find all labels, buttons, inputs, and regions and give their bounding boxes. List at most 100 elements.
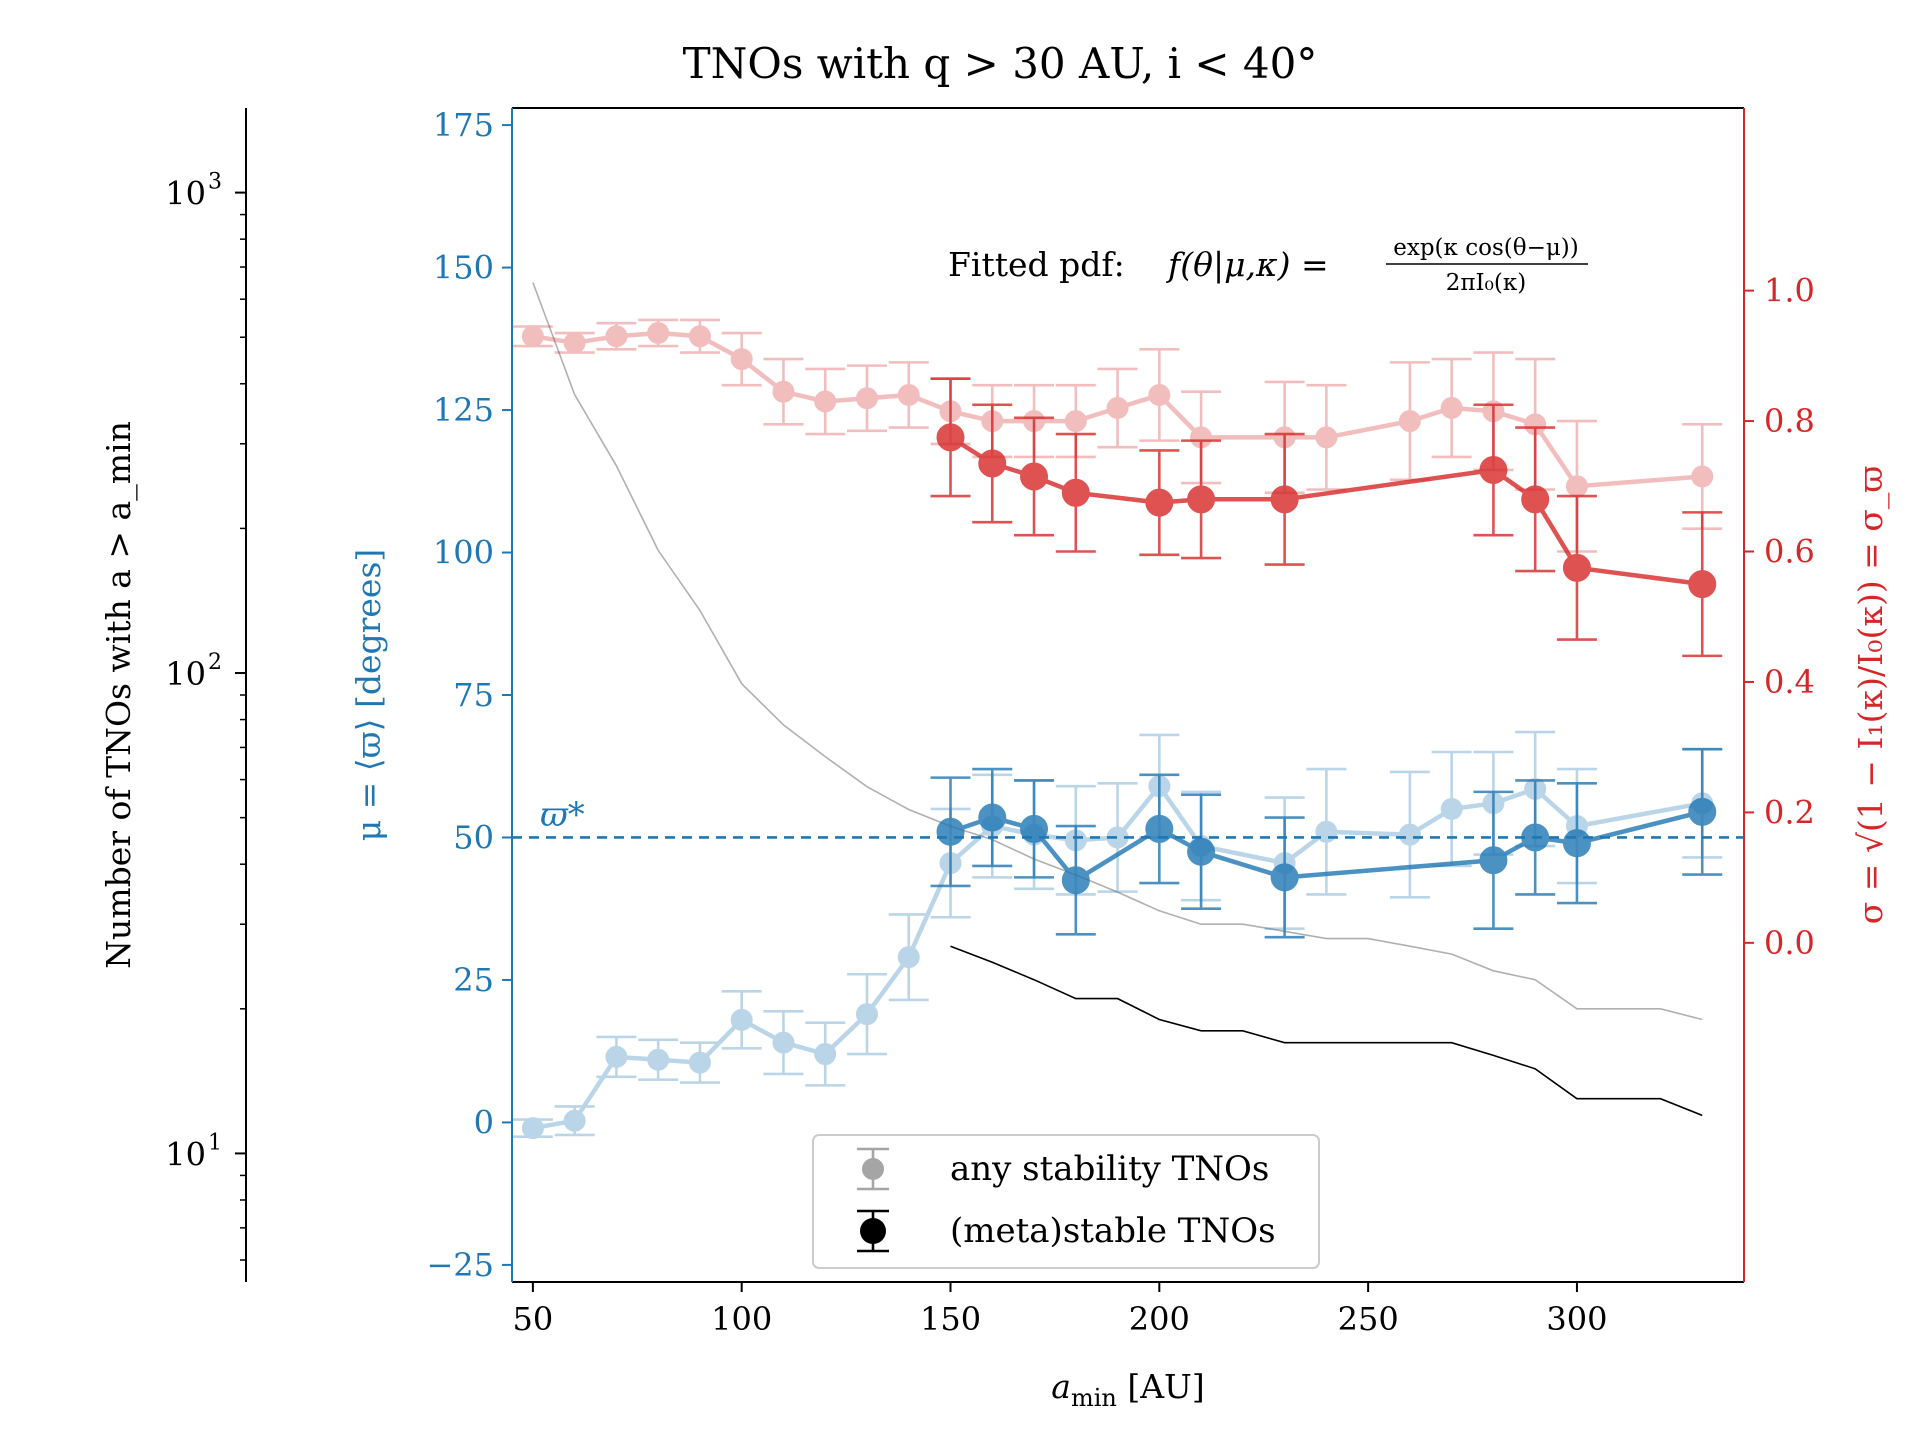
data-point	[605, 1045, 628, 1068]
count-line-any-stability	[532, 282, 1703, 1021]
sigma-tick-label: 0.2	[1764, 793, 1815, 831]
data-point	[1562, 553, 1591, 582]
x-tick-label: 250	[1338, 1300, 1399, 1338]
varpi-star-label: ϖ*	[540, 795, 585, 835]
sigma-axis-label: σ = √(1 − I₁(κ)/I₀(κ)) = σ_ϖ	[1851, 466, 1891, 925]
x-axis-label-unit: [AU]	[1117, 1367, 1205, 1406]
data-point	[730, 348, 753, 371]
data-point	[1145, 814, 1174, 843]
x-tick-label: 50	[513, 1300, 554, 1338]
data-point	[1688, 570, 1717, 599]
legend-marker-stable	[857, 1209, 889, 1253]
series-mu-any	[512, 730, 1723, 1140]
counts-tick-exponent: 1	[208, 1130, 222, 1155]
pdf-prefix: Fitted pdf:	[948, 245, 1125, 284]
data-point	[1398, 410, 1421, 433]
data-point	[772, 380, 795, 403]
x-tick-label: 300	[1546, 1300, 1607, 1338]
mu-tick-label: 175	[433, 106, 494, 144]
counts-tick-label: 10	[165, 655, 206, 693]
data-point	[1479, 455, 1508, 484]
data-point	[1270, 863, 1299, 892]
mu-tick-label: 50	[453, 818, 494, 856]
data-point	[1691, 465, 1714, 488]
legend-label: (meta)stable TNOs	[950, 1211, 1276, 1251]
count-lines-layer	[532, 282, 1703, 1117]
counts-tick-label: 10	[165, 175, 206, 213]
sigma-tick-label: 0.0	[1764, 924, 1815, 962]
x-tick-label: 200	[1129, 1300, 1190, 1338]
data-point	[1521, 823, 1550, 852]
pdf-numerator: exp(κ cos(θ−μ))	[1393, 235, 1578, 261]
data-point	[1565, 475, 1588, 498]
series-mu-stable	[930, 747, 1723, 939]
data-point	[978, 803, 1007, 832]
data-point	[730, 1008, 753, 1031]
pdf-denominator: 2πI₀(κ)	[1446, 270, 1526, 296]
sigma-tick-label: 0.4	[1764, 663, 1815, 701]
legend-dot	[862, 1158, 884, 1180]
data-point	[978, 449, 1007, 478]
data-point	[1148, 383, 1171, 406]
data-point	[1270, 485, 1299, 514]
series-sigma-any	[512, 318, 1723, 553]
sigma-tick-label: 0.6	[1764, 533, 1815, 571]
data-point	[1145, 488, 1174, 517]
pdf-annotation: Fitted pdf: f(θ|μ,κ) = exp(κ cos(θ−μ)) 2…	[948, 235, 1588, 296]
data-point	[688, 325, 711, 348]
data-point	[897, 946, 920, 969]
legend-label: any stability TNOs	[950, 1149, 1269, 1189]
mu-tick-label: 125	[433, 391, 494, 429]
data-point	[814, 390, 837, 413]
data-point	[521, 1117, 544, 1140]
data-point	[563, 1109, 586, 1132]
sigma-tick-label: 1.0	[1764, 272, 1815, 310]
x-axis-label-sub: min	[1071, 1384, 1117, 1412]
counts-axis-label: Number of TNOs with a > a_min	[99, 421, 139, 969]
legend: any stability TNOs (meta)stable TNOs	[812, 1134, 1320, 1269]
data-point	[1061, 478, 1090, 507]
data-point	[1315, 820, 1338, 843]
data-point	[1440, 797, 1463, 820]
data-point	[1061, 866, 1090, 895]
data-point	[647, 322, 670, 345]
data-point	[1688, 797, 1717, 826]
data-point	[936, 423, 965, 452]
legend-dot	[860, 1218, 886, 1244]
pdf-lhs: f(θ|μ,κ) =	[1165, 245, 1329, 284]
data-point	[1106, 397, 1129, 420]
data-point	[688, 1051, 711, 1074]
data-point	[936, 817, 965, 846]
data-point	[772, 1031, 795, 1054]
counts-tick-label: 10	[165, 1135, 206, 1173]
data-point	[1315, 426, 1338, 449]
x-tick-label: 100	[711, 1300, 772, 1338]
counts-tick-exponent: 2	[208, 650, 222, 675]
data-point	[855, 1003, 878, 1026]
mu-tick-label: 75	[453, 676, 494, 714]
data-point	[1562, 829, 1591, 858]
mu-axis-label: μ = ⟨ϖ⟩ [degrees]	[349, 549, 388, 842]
data-point	[1064, 410, 1087, 433]
mu-tick-label: 150	[433, 249, 494, 287]
data-point	[1020, 814, 1049, 843]
series-sigma-stable	[930, 377, 1723, 658]
data-point	[1106, 826, 1129, 849]
x-tick-label: 150	[920, 1300, 981, 1338]
data-point	[563, 331, 586, 354]
data-point	[855, 387, 878, 410]
legend-box	[812, 1134, 1320, 1269]
mu-tick-label: 100	[433, 534, 494, 572]
data-point	[1187, 837, 1216, 866]
mu-tick-label: 0	[474, 1103, 494, 1141]
sigma-tick-label: 0.8	[1764, 402, 1815, 440]
chart-title: TNOs with q > 30 AU, i < 40°	[683, 39, 1318, 88]
mu-tick-label: −25	[426, 1246, 494, 1284]
series-layer	[512, 318, 1723, 1140]
mu-tick-label: 25	[453, 961, 494, 999]
counts-tick-exponent: 3	[208, 170, 222, 195]
ticks-layer: 50 100 150 200 250 300 −25 0 25 50 75 100 125 150 175 0…	[165, 106, 1815, 1338]
data-point	[1521, 485, 1550, 514]
